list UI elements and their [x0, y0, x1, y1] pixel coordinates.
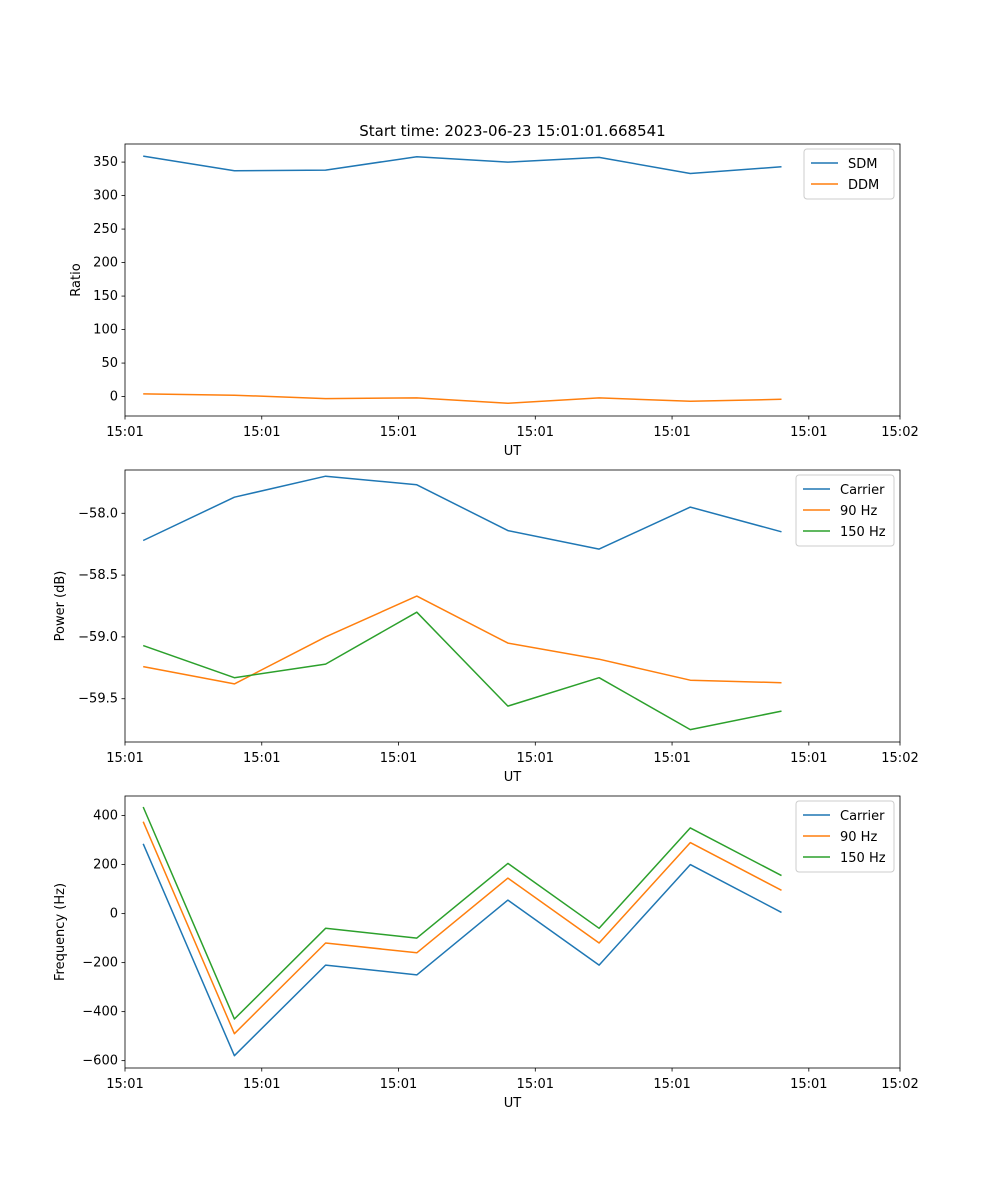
legend-label: DDM — [848, 178, 879, 193]
y-tick-label: −400 — [82, 1005, 118, 1020]
y-axis-label: Frequency (Hz) — [53, 883, 68, 981]
legend-label: 150 Hz — [840, 525, 886, 540]
y-tick-label: 100 — [93, 323, 118, 338]
x-tick-label: 15:01 — [243, 1077, 280, 1092]
series-group — [143, 155, 782, 405]
legend-box — [803, 148, 895, 200]
series-line-90-hz — [143, 595, 782, 685]
x-tick-label: 15:01 — [653, 1077, 690, 1092]
y-tick-label: −59.0 — [78, 630, 118, 645]
x-axis-label: UT — [504, 444, 522, 459]
x-tick-label: 15:01 — [653, 751, 690, 766]
subplot-3: −600 −400 −200 0 200 400 15:01 15:01 15:01 15:01 1… — [53, 795, 919, 1111]
y-tick-label: −58.0 — [78, 506, 118, 521]
legend-label: Carrier — [840, 483, 885, 498]
y-tick-label: 50 — [101, 356, 118, 371]
x-tick-label: 15:01 — [380, 1077, 417, 1092]
x-tick-label: 15:01 — [790, 425, 827, 440]
x-tick-label: 15:01 — [243, 751, 280, 766]
x-tick-label: 15:01 — [106, 425, 143, 440]
legend: Carrier 90 Hz 150 Hz — [795, 474, 895, 547]
axes-frame — [124, 469, 901, 743]
chart-title: Start time: 2023-06-23 15:01:01.668541 — [359, 122, 665, 140]
y-tick-label: 200 — [93, 858, 118, 873]
y-tick-label: 400 — [93, 809, 118, 824]
x-tick-label: 15:01 — [243, 425, 280, 440]
x-tick-label: 15:01 — [106, 751, 143, 766]
series-line-carrier — [142, 475, 782, 550]
subplot-2: −59.5 −59.0 −58.5 −58.0 15:01 15:01 15:01 15:01… — [53, 469, 919, 785]
x-tick-label: 15:01 — [517, 425, 554, 440]
x-tick-label: 15:02 — [881, 751, 918, 766]
legend: Carrier 90 Hz 150 Hz — [795, 800, 895, 873]
y-tick-label: 0 — [110, 907, 118, 922]
series-line-carrier — [142, 843, 782, 1057]
series-group — [142, 475, 782, 731]
legend: SDM DDM — [803, 148, 895, 200]
y-tick-label: 350 — [93, 155, 118, 170]
legend-label: 90 Hz — [840, 504, 877, 519]
legend-label: 150 Hz — [840, 851, 886, 866]
series-line-sdm — [143, 155, 782, 175]
series-group — [142, 806, 782, 1057]
series-line-90-hz — [142, 821, 782, 1035]
x-tick-label: 15:01 — [106, 1077, 143, 1092]
y-tick-label: 150 — [93, 289, 118, 304]
axes-frame — [124, 795, 901, 1069]
y-tick-label: −59.5 — [78, 692, 118, 707]
legend-box — [795, 474, 895, 547]
legend-box — [795, 800, 895, 873]
y-tick-label: 200 — [93, 256, 118, 271]
y-axis-label: Ratio — [69, 263, 84, 296]
legend-label: Carrier — [840, 809, 885, 824]
legend-label: 90 Hz — [840, 830, 877, 845]
x-tick-label: 15:02 — [881, 1077, 918, 1092]
x-axis-label: UT — [504, 1096, 522, 1111]
x-tick-label: 15:01 — [790, 1077, 827, 1092]
y-tick-label: −600 — [82, 1054, 118, 1069]
y-tick-label: 300 — [93, 189, 118, 204]
y-tick-label: −200 — [82, 956, 118, 971]
series-line-ddm — [143, 393, 782, 405]
y-axis-label: Power (dB) — [53, 571, 68, 642]
x-tick-label: 15:02 — [881, 425, 918, 440]
x-tick-label: 15:01 — [380, 425, 417, 440]
x-tick-label: 15:01 — [653, 425, 690, 440]
subplot-1: 0 50 100 150 200 250 300 350 15:01 15:01 15:01 15:0… — [69, 122, 919, 459]
axes-frame — [124, 143, 901, 417]
x-axis-label: UT — [504, 770, 522, 785]
series-line-150-hz — [142, 611, 782, 731]
x-tick-label: 15:01 — [380, 751, 417, 766]
y-tick-label: 250 — [93, 222, 118, 237]
x-tick-label: 15:01 — [517, 1077, 554, 1092]
y-tick-label: −58.5 — [78, 568, 118, 583]
legend-label: SDM — [848, 157, 877, 172]
series-line-150-hz — [142, 806, 782, 1020]
x-tick-label: 15:01 — [517, 751, 554, 766]
y-tick-label: 0 — [110, 390, 118, 405]
x-tick-label: 15:01 — [790, 751, 827, 766]
